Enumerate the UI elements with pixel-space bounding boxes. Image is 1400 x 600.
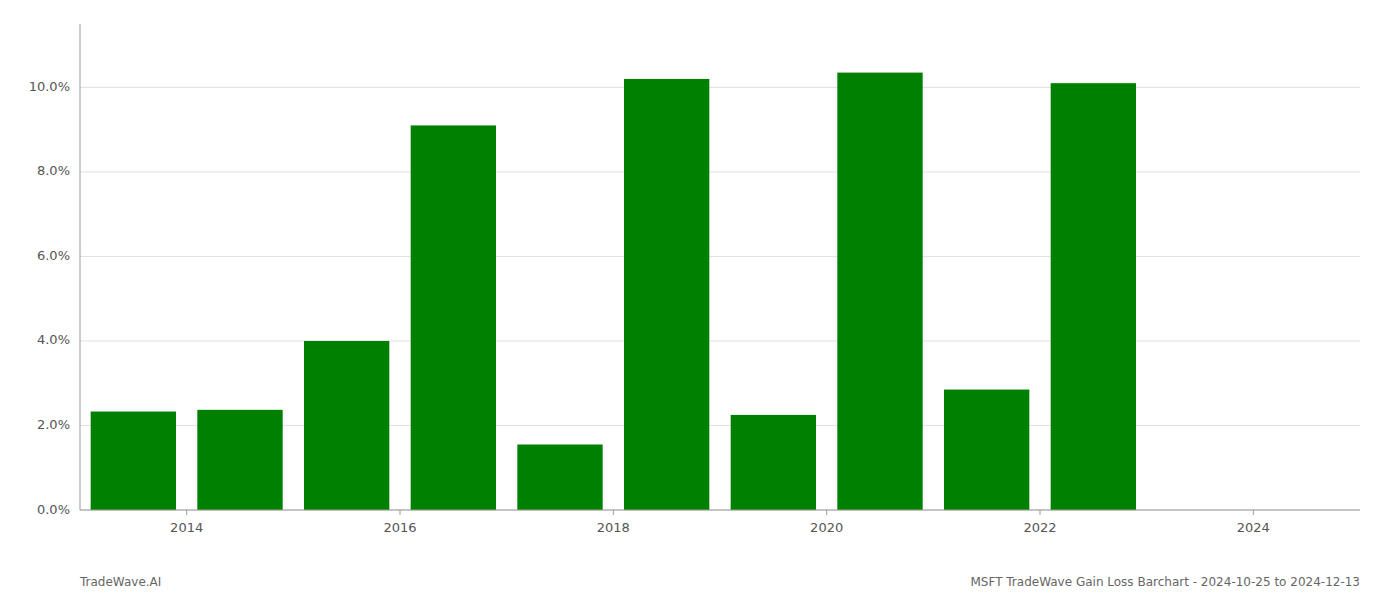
chart-container: 0.0% 2.0% 4.0% 6.0% 8.0% 10.0% 2014 2016 2018 202… bbox=[0, 0, 1400, 600]
x-tick-label: 2018 bbox=[597, 520, 630, 535]
bar bbox=[731, 415, 816, 510]
grid-line bbox=[80, 171, 1360, 172]
y-tick-label: 10.0% bbox=[29, 79, 70, 94]
bar bbox=[197, 410, 282, 510]
y-grid bbox=[80, 87, 1360, 510]
x-axis-line bbox=[80, 510, 1360, 511]
y-tick-label: 2.0% bbox=[37, 417, 70, 432]
y-tick-labels: 0.0% 2.0% 4.0% 6.0% 8.0% 10.0% bbox=[29, 79, 70, 517]
bar bbox=[517, 444, 602, 510]
y-tick-label: 8.0% bbox=[37, 163, 70, 178]
bar bbox=[1051, 83, 1136, 510]
y-tick-label: 4.0% bbox=[37, 332, 70, 347]
bar bbox=[91, 412, 176, 510]
bar bbox=[837, 73, 922, 510]
bars bbox=[91, 73, 1136, 510]
x-tick bbox=[186, 510, 187, 515]
y-axis-line bbox=[80, 24, 81, 510]
page: {"chart_data": {"type": "bar", "x": [201… bbox=[0, 0, 1400, 600]
bar bbox=[304, 341, 389, 510]
x-tick bbox=[613, 510, 614, 515]
bar bbox=[411, 125, 496, 510]
y-tick-label: 6.0% bbox=[37, 248, 70, 263]
x-axis: 2014 2016 2018 2020 2022 2024 bbox=[170, 510, 1270, 535]
grid-line bbox=[80, 340, 1360, 341]
x-tick bbox=[400, 510, 401, 515]
x-tick bbox=[1040, 510, 1041, 515]
x-tick bbox=[826, 510, 827, 515]
chart-svg: 0.0% 2.0% 4.0% 6.0% 8.0% 10.0% 2014 2016 2018 202… bbox=[0, 0, 1400, 600]
x-tick-label: 2016 bbox=[383, 520, 416, 535]
x-tick-label: 2024 bbox=[1237, 520, 1270, 535]
grid-line bbox=[80, 87, 1360, 88]
x-tick-label: 2014 bbox=[170, 520, 203, 535]
footer-text: MSFT TradeWave Gain Loss Barchart - 2024… bbox=[970, 575, 1360, 589]
y-tick-label: 0.0% bbox=[37, 502, 70, 517]
x-tick-label: 2020 bbox=[810, 520, 843, 535]
bar bbox=[624, 79, 709, 510]
footer-text: TradeWave.AI bbox=[79, 575, 161, 589]
x-tick-label: 2022 bbox=[1023, 520, 1056, 535]
grid-line bbox=[80, 256, 1360, 257]
x-tick bbox=[1253, 510, 1254, 515]
bar bbox=[944, 390, 1029, 510]
grid-line bbox=[80, 510, 1360, 511]
